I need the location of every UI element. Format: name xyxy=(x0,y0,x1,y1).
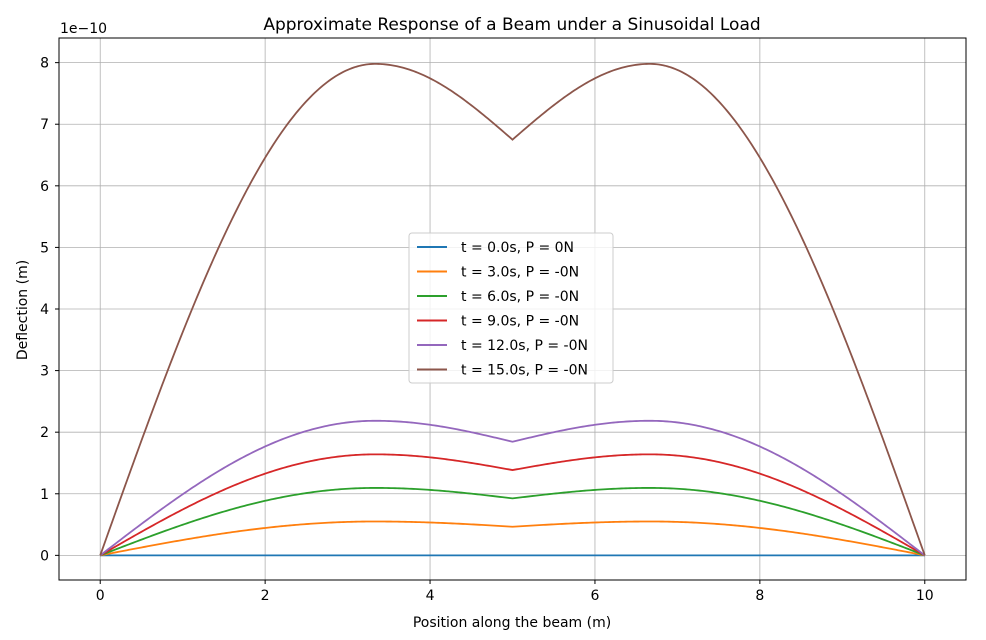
x-tick-label: 4 xyxy=(426,588,435,604)
y-tick-label: 5 xyxy=(40,240,49,256)
series-line xyxy=(100,520,925,557)
x-tick-label: 6 xyxy=(590,588,599,604)
x-tick-label: 2 xyxy=(261,588,270,604)
grid xyxy=(59,38,966,580)
y-tick-label: 1 xyxy=(40,487,49,503)
y-tick-label: 3 xyxy=(40,364,49,380)
legend-label: t = 12.0s, P = -0N xyxy=(461,338,588,354)
x-tick-label: 0 xyxy=(96,588,105,604)
ticks: 0 2 4 6 8 10 0 1 2 3 4 5 6 7 8 xyxy=(40,56,934,604)
y-tick-label: 2 xyxy=(40,425,49,441)
x-tick-label: 8 xyxy=(755,588,764,604)
y-tick-label: 4 xyxy=(40,302,49,318)
x-tick-label: 10 xyxy=(916,588,934,604)
legend-label: t = 3.0s, P = -0N xyxy=(461,265,579,281)
y-tick-label: 0 xyxy=(40,548,49,564)
chart-title: Approximate Response of a Beam under a S… xyxy=(263,15,760,35)
series-line xyxy=(99,487,926,557)
y-tick-label: 8 xyxy=(40,56,49,72)
legend-label: t = 0.0s, P = 0N xyxy=(461,240,574,256)
legend-label: t = 9.0s, P = -0N xyxy=(461,314,579,330)
y-tick-label: 7 xyxy=(40,117,49,133)
legend-label: t = 6.0s, P = -0N xyxy=(461,289,579,305)
legend-label: t = 15.0s, P = -0N xyxy=(461,363,588,379)
x-axis-label: Position along the beam (m) xyxy=(413,615,611,631)
legend-box xyxy=(408,232,614,384)
y-tick-label: 6 xyxy=(40,179,49,195)
series-line xyxy=(99,62,926,556)
y-offset-label: 1e−10 xyxy=(60,21,107,37)
series-line xyxy=(99,419,926,557)
legend: t = 0.0s, P = 0N t = 3.0s, P = -0N t = 6.0… xyxy=(408,232,614,384)
series-line xyxy=(99,453,926,557)
series-layer xyxy=(99,62,926,557)
y-axis-label: Deflection (m) xyxy=(15,260,31,360)
